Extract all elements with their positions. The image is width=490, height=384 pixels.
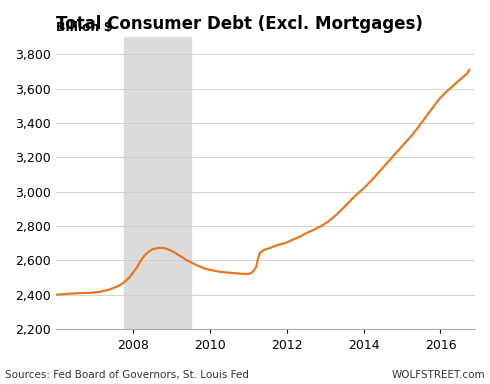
- Bar: [123, 37, 191, 329]
- Text: Total Consumer Debt (Excl. Mortgages): Total Consumer Debt (Excl. Mortgages): [56, 15, 423, 33]
- Text: Billion $: Billion $: [56, 22, 113, 35]
- Text: WOLFSTREET.com: WOLFSTREET.com: [392, 370, 485, 380]
- Text: Sources: Fed Board of Governors, St. Louis Fed: Sources: Fed Board of Governors, St. Lou…: [5, 370, 249, 380]
